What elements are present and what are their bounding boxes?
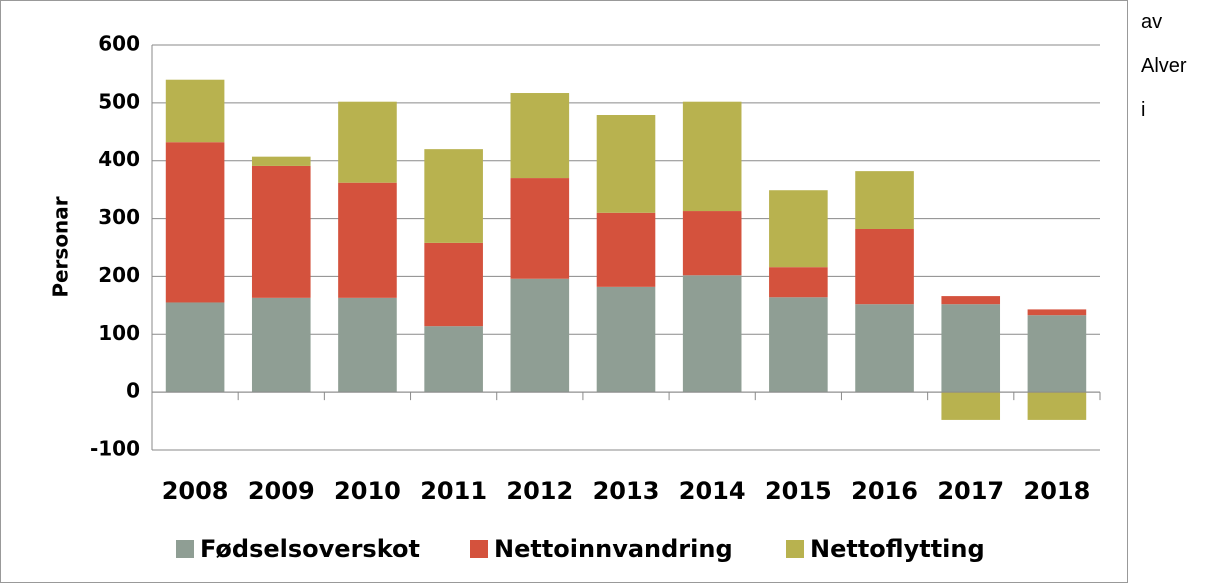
bar-segment [769,190,828,268]
side-word: i [1141,99,1146,121]
bar-segment [338,101,397,183]
x-tick-label: 2015 [765,477,832,505]
x-tick-label: 2010 [334,477,401,505]
bar-segment [338,297,397,393]
bar-segment [251,165,311,298]
bar-segment [251,156,311,166]
bar-segment [165,142,225,303]
y-tick-label: 200 [98,263,140,287]
side-text: av Alver i [1141,0,1187,132]
legend-swatch [470,540,488,558]
legend-label: Nettoflytting [810,535,985,563]
bar-segment [338,182,397,298]
y-tick-label: 0 [126,379,140,403]
x-tick-label: 2018 [1024,477,1091,505]
y-tick-label: 600 [98,32,140,56]
x-tick-label: 2008 [162,477,229,505]
side-word: av [1141,11,1163,33]
bar-segment [596,286,656,393]
bar-segment [165,302,225,393]
legend-label: Fødselsoverskot [200,535,420,563]
bar-segment [941,296,1001,305]
bar-segment [424,242,483,327]
bar-segment [1027,309,1087,316]
bar-segment [855,228,914,305]
bar-segment [941,392,1001,420]
chart: Personar -100 0 100 200 300 400 500 600 2008 2009… [0,0,1128,583]
bar-segment [769,297,828,393]
legend-label: Nettoinnvandring [494,535,733,563]
x-tick-label: 2017 [937,477,1004,505]
bar-segment [769,267,828,298]
bar-segment [682,211,742,276]
bar-segment [251,297,311,393]
bar-segment [510,178,570,279]
bar-segment [424,326,483,393]
bar-segment [510,93,570,179]
bar-segment [424,149,483,243]
x-tick-label: 2011 [420,477,487,505]
x-tick-label: 2012 [506,477,573,505]
bar-segment [682,275,742,393]
y-tick-label: 300 [98,205,140,229]
bar-segment [855,171,914,229]
bar-segment [596,115,656,213]
x-tick-label: 2016 [851,477,918,505]
bar-segment [1027,392,1087,420]
y-tick-label: -100 [90,437,140,461]
y-axis-label: Personar [49,196,73,297]
x-tick-label: 2014 [679,477,746,505]
legend-swatch [786,540,804,558]
bar-segment [165,79,225,143]
legend-swatch [176,540,194,558]
bar-segment [596,212,656,287]
bar-segment [855,304,914,393]
y-tick-label: 100 [98,321,140,345]
x-tick-label: 2013 [593,477,660,505]
bar-segment [682,101,742,212]
x-tick-label: 2009 [248,477,315,505]
y-tick-label: 500 [98,89,140,113]
bar-segment [1027,315,1087,393]
side-word: Alver [1141,55,1187,77]
y-tick-label: 400 [98,147,140,171]
bar-segment [941,304,1001,393]
bar-segment [510,278,570,393]
